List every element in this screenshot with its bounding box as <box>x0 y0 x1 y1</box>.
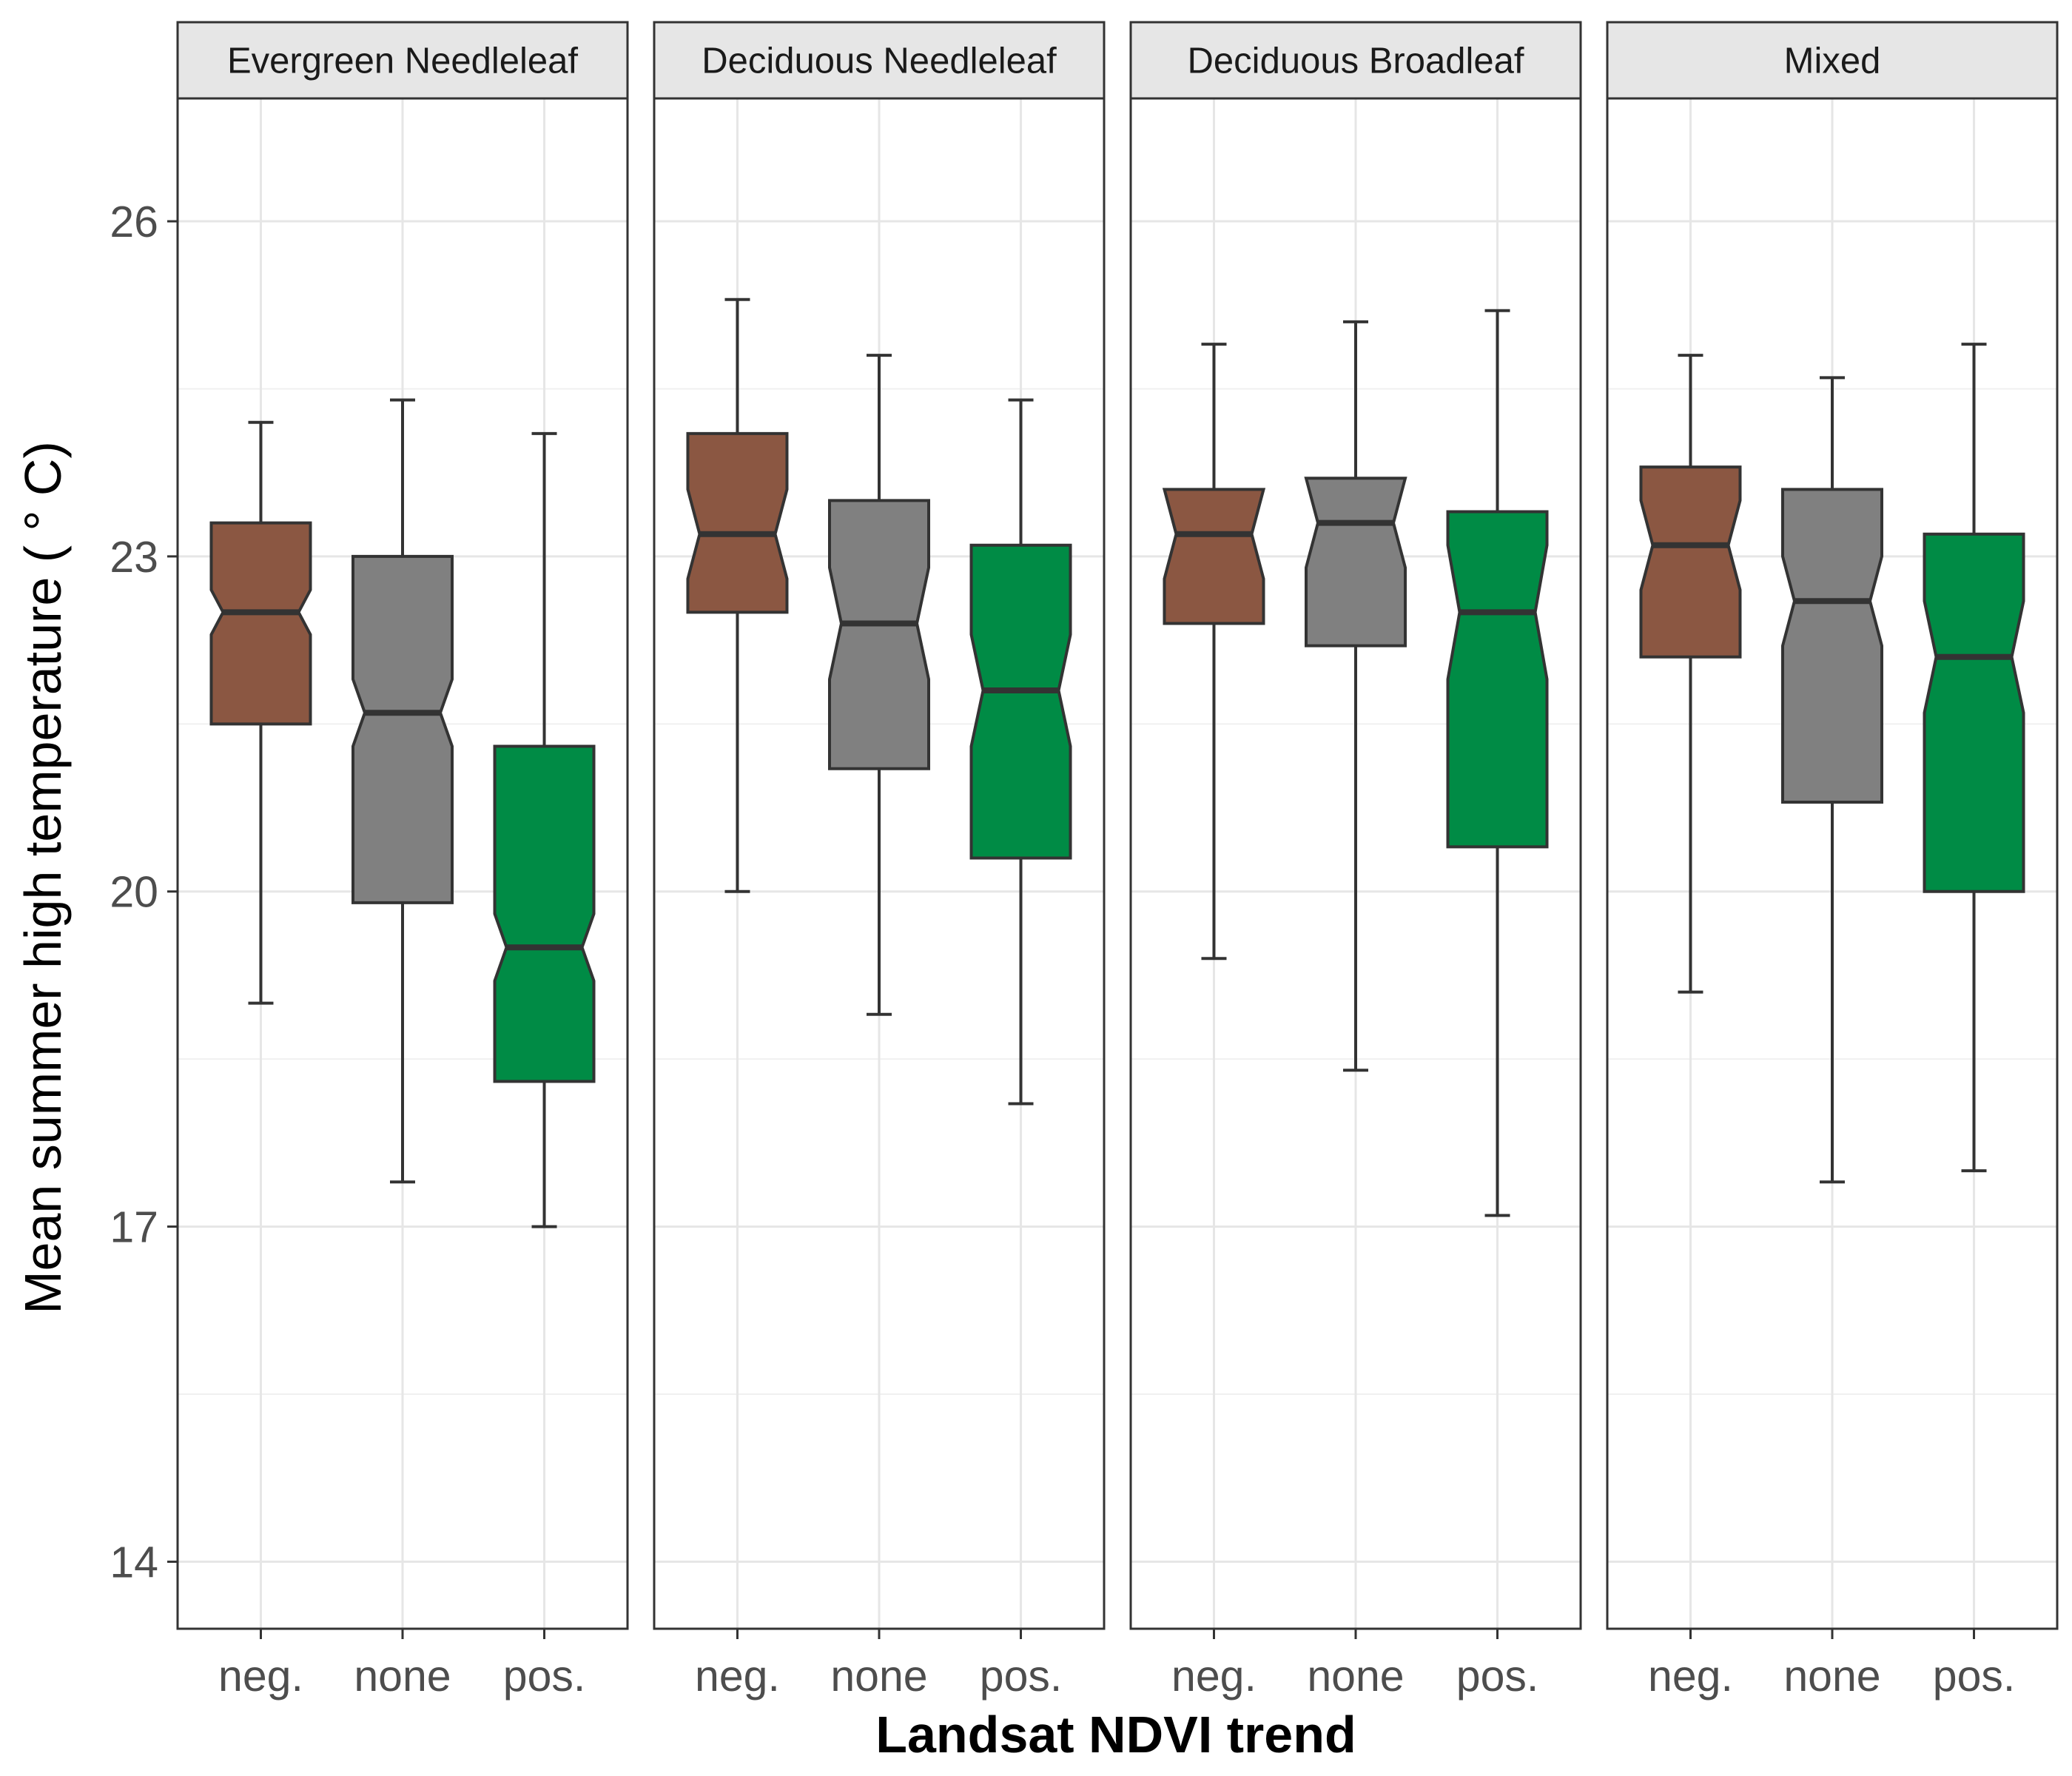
notched-box <box>1162 488 1266 625</box>
box-pos <box>1923 343 2025 1173</box>
box-neg <box>686 297 789 893</box>
box-pos <box>969 398 1072 1106</box>
notched-box <box>352 554 454 904</box>
box-neg <box>1162 343 1266 961</box>
notched-box <box>1923 532 2025 893</box>
box-none <box>352 398 454 1184</box>
x-axis-title: Landsat NDVI trend <box>875 1706 1356 1763</box>
notched-box <box>828 499 930 770</box>
x-tick-label: pos. <box>503 1652 586 1701</box>
notched-box <box>1781 488 1883 804</box>
facet-strip <box>1606 21 2059 100</box>
facet-panel: neg. none pos. Deciduous Needleleaf <box>653 21 1106 1701</box>
x-tick-label: none <box>354 1652 451 1701</box>
facet-panel: neg. none pos. Mixed <box>1606 21 2059 1701</box>
box-pos <box>1446 309 1549 1217</box>
x-tick-label: none <box>1307 1652 1404 1701</box>
facet-title: Deciduous Broadleaf <box>1188 41 1524 81</box>
facet-strip <box>1129 21 1582 100</box>
x-tick-label: neg. <box>695 1652 780 1701</box>
x-tick-label: neg. <box>1648 1652 1733 1701</box>
y-tick-label: 23 <box>110 533 158 582</box>
box-none <box>1304 320 1407 1072</box>
x-tick-label: none <box>1783 1652 1880 1701</box>
notched-box <box>969 543 1072 860</box>
notched-box <box>493 744 596 1083</box>
box-none <box>1781 376 1883 1184</box>
y-tick-label: 26 <box>110 198 158 246</box>
facet-title: Deciduous Needleleaf <box>702 41 1057 81</box>
x-tick-label: neg. <box>218 1652 303 1701</box>
box-pos <box>493 431 596 1228</box>
x-tick-label: none <box>830 1652 927 1701</box>
facet-panel: neg. none pos. Evergreen Needleleaf <box>176 21 629 1701</box>
notched-box <box>686 431 789 614</box>
box-neg <box>209 420 312 1005</box>
x-tick-label: pos. <box>1456 1652 1539 1701</box>
y-tick-label: 14 <box>110 1538 158 1587</box>
x-tick-label: neg. <box>1171 1652 1257 1701</box>
box-neg <box>1639 354 1742 994</box>
facet-title: Evergreen Needleleaf <box>227 41 578 81</box>
facet-strip <box>653 21 1106 100</box>
facet-strip <box>176 21 629 100</box>
facet-panel: neg. none pos. Deciduous Broadleaf <box>1129 21 1582 1701</box>
notched-box <box>1639 465 1742 659</box>
notched-box <box>1304 477 1407 648</box>
x-tick-label: pos. <box>1933 1652 2016 1701</box>
notched-box <box>209 521 312 726</box>
facet-panels: neg. none pos. Evergreen Needleleaf neg. none… <box>176 21 2059 1701</box>
facet-title: Mixed <box>1784 41 1881 81</box>
box-none <box>828 354 930 1016</box>
y-axis-title: Mean summer high temperature ( ° C) <box>14 441 72 1314</box>
y-axis: 14 17 20 23 26 <box>110 198 178 1587</box>
notched-box <box>1446 510 1549 849</box>
y-tick-label: 17 <box>110 1203 158 1252</box>
x-tick-label: pos. <box>980 1652 1063 1701</box>
y-tick-label: 20 <box>110 868 158 917</box>
